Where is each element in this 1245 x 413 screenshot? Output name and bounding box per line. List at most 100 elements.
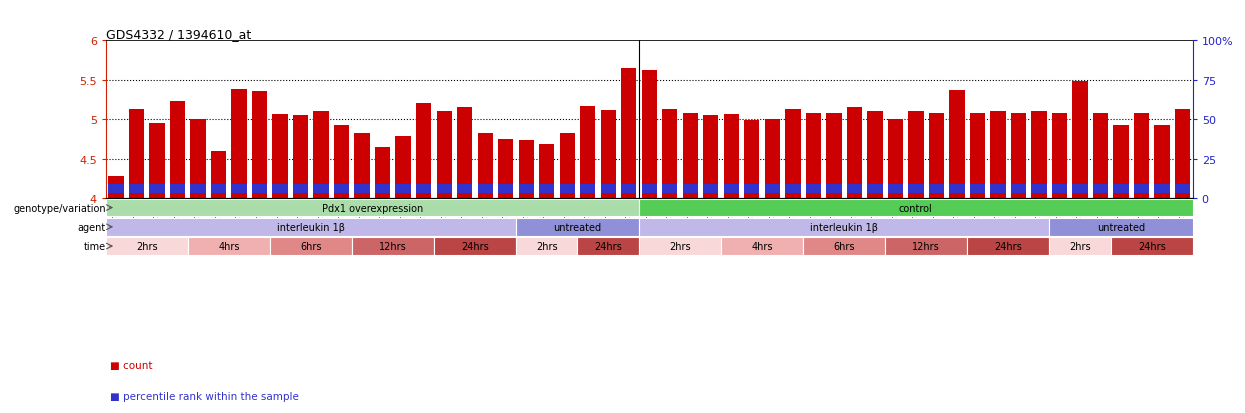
Bar xyxy=(210,151,227,198)
Text: 12hrs: 12hrs xyxy=(378,242,407,252)
Bar xyxy=(1052,184,1067,194)
Bar xyxy=(970,184,985,194)
Bar xyxy=(1154,126,1169,198)
Bar xyxy=(600,110,616,198)
Bar xyxy=(847,184,862,194)
Bar xyxy=(827,114,842,198)
Bar xyxy=(639,218,1050,236)
Bar xyxy=(210,184,227,194)
Bar xyxy=(847,108,862,198)
Bar xyxy=(334,184,350,194)
Bar xyxy=(416,104,431,198)
Bar xyxy=(106,218,515,236)
Bar xyxy=(723,115,740,198)
Bar xyxy=(868,184,883,194)
Bar xyxy=(515,218,639,236)
Bar xyxy=(149,124,164,198)
Text: 2hrs: 2hrs xyxy=(136,242,158,252)
Bar xyxy=(1052,114,1067,198)
Bar xyxy=(1154,184,1169,194)
Bar xyxy=(786,184,801,194)
Bar xyxy=(1113,126,1129,198)
Bar xyxy=(929,114,944,198)
Text: 24hrs: 24hrs xyxy=(594,242,622,252)
Bar xyxy=(745,121,759,198)
Bar xyxy=(435,237,515,255)
Bar xyxy=(416,184,431,194)
Bar xyxy=(745,184,759,194)
Bar xyxy=(990,184,1006,194)
Bar xyxy=(498,140,513,198)
Bar xyxy=(1072,82,1088,198)
Text: agent: agent xyxy=(77,222,106,232)
Bar xyxy=(908,184,924,194)
Bar xyxy=(1111,237,1193,255)
Bar xyxy=(478,133,493,198)
Bar xyxy=(232,90,247,198)
Bar xyxy=(334,126,350,198)
Bar xyxy=(273,114,288,198)
Text: GDS4332 / 1394610_at: GDS4332 / 1394610_at xyxy=(106,28,251,41)
Bar xyxy=(580,107,595,198)
Bar xyxy=(457,184,472,194)
Bar xyxy=(806,114,820,198)
Bar xyxy=(621,69,636,198)
Text: time: time xyxy=(83,242,106,252)
Bar xyxy=(578,237,639,255)
Bar xyxy=(803,237,885,255)
Bar xyxy=(662,110,677,198)
Bar xyxy=(106,199,639,217)
Bar xyxy=(1031,112,1047,198)
Bar xyxy=(169,102,186,198)
Bar xyxy=(375,184,391,194)
Bar xyxy=(106,237,188,255)
Bar xyxy=(764,184,781,194)
Bar xyxy=(1175,184,1190,194)
Bar xyxy=(764,120,781,198)
Bar xyxy=(682,184,698,194)
Bar xyxy=(352,237,435,255)
Bar xyxy=(478,184,493,194)
Bar xyxy=(314,184,329,194)
Bar xyxy=(949,91,965,198)
Bar xyxy=(1011,114,1026,198)
Bar xyxy=(723,184,740,194)
Bar xyxy=(1175,110,1190,198)
Bar xyxy=(639,237,721,255)
Bar xyxy=(129,184,144,194)
Bar xyxy=(967,237,1050,255)
Text: genotype/variation: genotype/variation xyxy=(14,203,106,213)
Bar xyxy=(1134,114,1149,198)
Bar xyxy=(232,184,247,194)
Bar xyxy=(786,110,801,198)
Bar xyxy=(929,184,944,194)
Bar xyxy=(885,237,967,255)
Text: interleukin 1β: interleukin 1β xyxy=(276,222,345,232)
Bar xyxy=(457,108,472,198)
Text: ■ count: ■ count xyxy=(110,361,152,370)
Text: 4hrs: 4hrs xyxy=(218,242,239,252)
Bar xyxy=(251,184,268,194)
Bar xyxy=(273,184,288,194)
Text: 4hrs: 4hrs xyxy=(751,242,773,252)
Bar xyxy=(580,184,595,194)
Bar xyxy=(188,237,270,255)
Bar xyxy=(1011,184,1026,194)
Text: 2hrs: 2hrs xyxy=(1069,242,1091,252)
Bar xyxy=(806,184,820,194)
Bar xyxy=(827,184,842,194)
Bar xyxy=(539,184,554,194)
Bar xyxy=(868,112,883,198)
Bar xyxy=(515,237,578,255)
Bar xyxy=(108,184,123,194)
Bar xyxy=(888,184,903,194)
Bar xyxy=(355,184,370,194)
Bar xyxy=(621,184,636,194)
Text: 24hrs: 24hrs xyxy=(461,242,489,252)
Bar xyxy=(721,237,803,255)
Bar xyxy=(498,184,513,194)
Bar xyxy=(375,147,391,198)
Bar xyxy=(149,184,164,194)
Text: 2hrs: 2hrs xyxy=(670,242,691,252)
Bar xyxy=(888,120,903,198)
